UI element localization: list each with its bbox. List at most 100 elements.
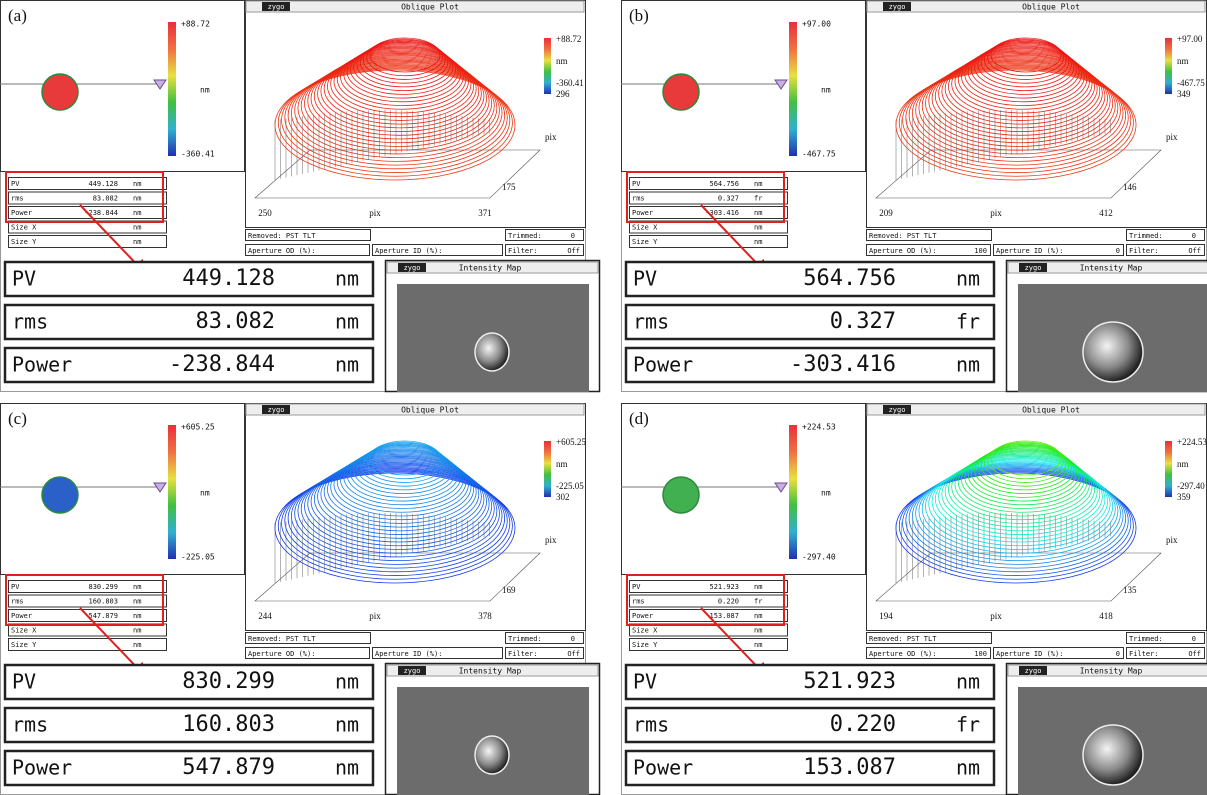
aperture-id: Aperture ID (%): xyxy=(996,247,1063,255)
small-label: rms xyxy=(11,598,24,606)
scale-unit: nm xyxy=(1177,56,1189,66)
small-unit: nm xyxy=(754,612,762,620)
y-start: 146 xyxy=(1123,182,1137,192)
colorbar-unit: nm xyxy=(821,86,831,95)
trimmed: Trimmed: xyxy=(508,635,542,643)
scale-bar xyxy=(1165,38,1172,94)
small-unit: nm xyxy=(133,238,141,246)
small-unit: nm xyxy=(133,195,141,203)
aperture-od: Aperture OD (%): xyxy=(869,247,936,255)
big-value: 0.220 xyxy=(830,712,896,737)
colorbar-max: +97.00 xyxy=(802,20,831,29)
small-label: Size X xyxy=(11,224,37,232)
filter: Off xyxy=(1188,247,1201,255)
small-unit: nm xyxy=(133,598,141,606)
small-value: 83.082 xyxy=(93,195,118,203)
small-label: Power xyxy=(632,612,653,620)
scale-unit: nm xyxy=(1177,459,1189,469)
trimmed: 0 xyxy=(1192,635,1196,643)
big-label: rms xyxy=(633,310,669,334)
trimmed: 0 xyxy=(571,635,575,643)
scale-max: +224.53 xyxy=(1177,437,1207,447)
colorbar-min: -225.05 xyxy=(181,553,215,562)
y-start: 169 xyxy=(502,585,516,595)
big-value: -238.844 xyxy=(169,352,275,377)
aperture-id: Aperture ID (%): xyxy=(996,650,1063,658)
filter: Filter: xyxy=(1129,247,1159,255)
big-unit: nm xyxy=(956,670,980,694)
small-label: PV xyxy=(11,180,20,188)
oblique-window xyxy=(867,404,1207,631)
small-value: 0.327 xyxy=(718,195,739,203)
scale-bar xyxy=(1165,441,1172,497)
big-unit: nm xyxy=(956,756,980,780)
y-label: pix xyxy=(1166,132,1178,142)
small-unit: nm xyxy=(133,627,141,635)
trimmed: Trimmed: xyxy=(1129,232,1163,240)
y-label: pix xyxy=(545,132,557,142)
small-label: rms xyxy=(632,195,645,203)
scale-min: -225.05 xyxy=(556,481,584,491)
colorbar xyxy=(168,22,176,156)
panel: (d)+224.53nm-297.40zygoOblique Plot+224.… xyxy=(621,404,1207,795)
colorbar-max: +605.25 xyxy=(181,423,215,432)
aperture-id: Aperture ID (%): xyxy=(375,247,442,255)
small-unit: nm xyxy=(754,238,762,246)
lens-spot xyxy=(475,736,509,774)
small-row xyxy=(9,192,167,204)
small-label: Power xyxy=(11,209,32,217)
aperture-id: 0 xyxy=(1116,247,1120,255)
trimmed: Trimmed: xyxy=(1129,635,1163,643)
panel: (c)+605.25nm-225.05zygoOblique Plot+605.… xyxy=(0,404,600,795)
window-title: Intensity Map xyxy=(1080,667,1143,676)
logo: zygo xyxy=(1025,667,1042,675)
scale-min: -297.40 xyxy=(1177,481,1205,491)
window-title: Intensity Map xyxy=(459,264,522,273)
small-unit: fr xyxy=(754,195,762,203)
x-start: 244 xyxy=(258,611,272,621)
oblique-window xyxy=(867,1,1207,228)
filter: Filter: xyxy=(508,650,538,658)
trimmed: 0 xyxy=(571,232,575,240)
big-label: Power xyxy=(633,353,693,377)
big-value: 83.082 xyxy=(196,309,275,334)
aperture-od: 100 xyxy=(974,650,987,658)
small-unit: nm xyxy=(754,180,762,188)
y-end: 296 xyxy=(556,89,570,99)
logo: zygo xyxy=(268,406,285,414)
lens-spot xyxy=(1083,725,1143,785)
small-unit: nm xyxy=(754,209,762,217)
big-value: 160.803 xyxy=(182,712,275,737)
filter: Off xyxy=(1188,650,1201,658)
small-value: 160.803 xyxy=(88,598,118,606)
small-unit: fr xyxy=(754,598,762,606)
small-label: rms xyxy=(632,598,645,606)
y-end: 349 xyxy=(1177,89,1191,99)
filter: Filter: xyxy=(508,247,538,255)
big-label: Power xyxy=(633,756,693,780)
y-start: 135 xyxy=(1123,585,1137,595)
lens-spot xyxy=(475,333,509,371)
colorbar-unit: nm xyxy=(200,86,210,95)
aperture-od: Aperture OD (%): xyxy=(248,247,315,255)
small-label: rms xyxy=(11,195,24,203)
trimmed: 0 xyxy=(1192,232,1196,240)
window-title: Oblique Plot xyxy=(1022,3,1080,12)
small-value: 0.220 xyxy=(718,598,739,606)
removed: Removed: PST TLT xyxy=(869,232,937,240)
small-label: Size Y xyxy=(11,238,37,246)
logo: zygo xyxy=(889,406,906,414)
logo: zygo xyxy=(889,3,906,11)
big-unit: nm xyxy=(335,267,359,291)
big-row xyxy=(626,708,994,742)
scale-max: +97.00 xyxy=(1177,34,1203,44)
aperture-id: Aperture ID (%): xyxy=(375,650,442,658)
big-unit: fr xyxy=(956,713,980,737)
small-value: 830.299 xyxy=(88,583,118,591)
small-value: 547.879 xyxy=(88,612,118,620)
y-end: 359 xyxy=(1177,492,1191,502)
colorbar-unit: nm xyxy=(821,489,831,498)
big-label: rms xyxy=(12,310,48,334)
surface-map xyxy=(42,74,78,110)
x-end: 371 xyxy=(478,208,492,218)
